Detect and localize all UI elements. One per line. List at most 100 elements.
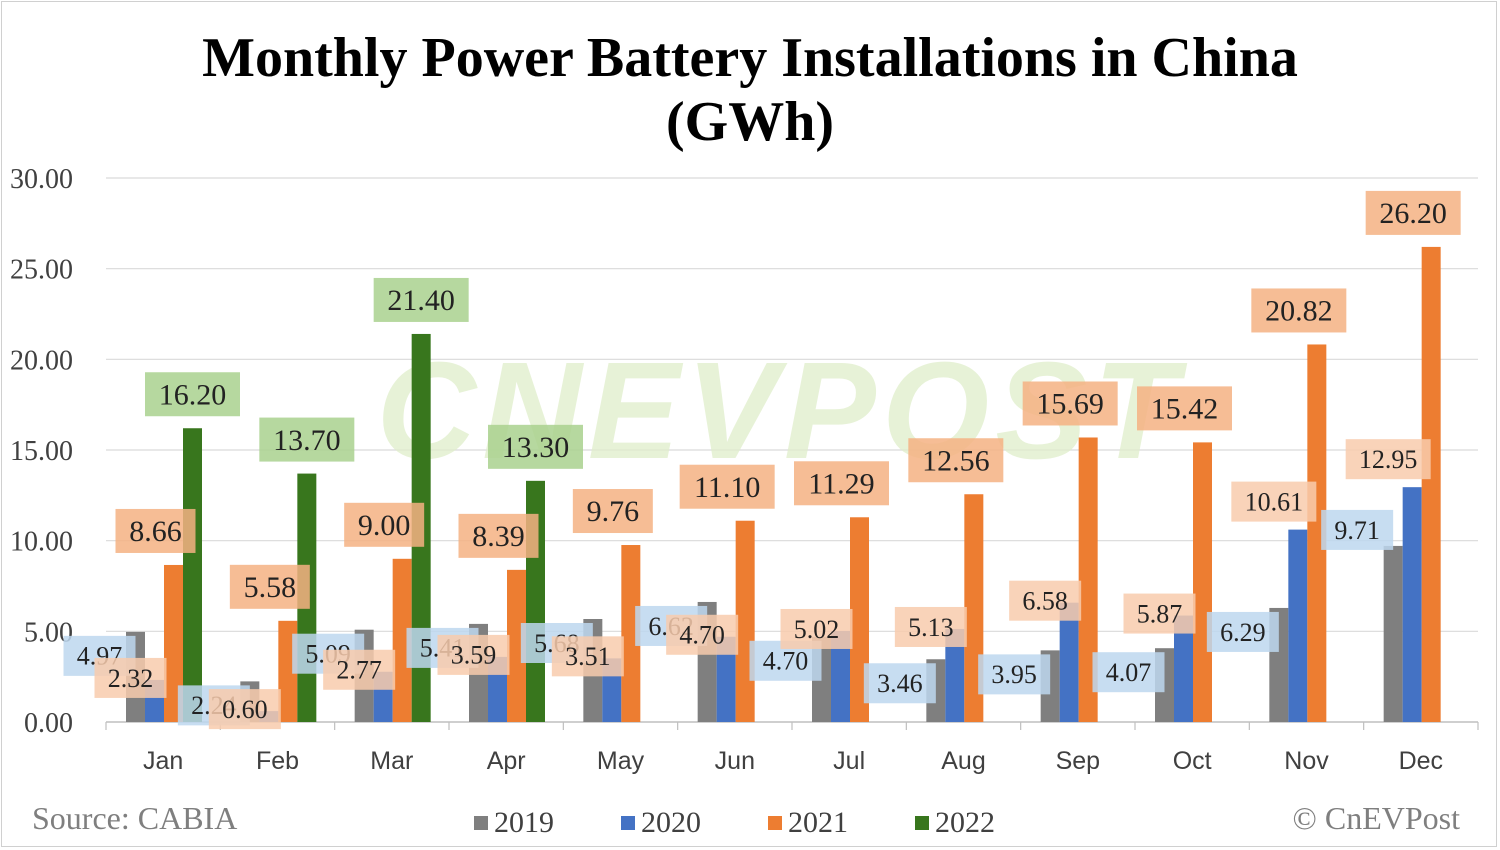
bar-2020-oct — [1174, 615, 1193, 722]
bar-2020-sep — [1059, 602, 1079, 722]
data-label-2020-jan: 2.32 — [108, 664, 154, 693]
legend-label-2021: 2021 — [788, 806, 848, 839]
data-label-box — [679, 464, 775, 509]
legend-label-2022: 2022 — [935, 806, 995, 839]
bar-2021-sep — [1078, 437, 1098, 722]
y-tick-label: 20.00 — [10, 345, 73, 376]
data-label-box — [488, 424, 583, 469]
data-label-box — [863, 663, 936, 704]
gridlines — [106, 177, 1478, 723]
data-label-box — [1137, 386, 1232, 431]
x-tick-label: Sep — [1056, 747, 1100, 775]
x-tick-label: Oct — [1173, 747, 1212, 775]
data-label-box — [94, 657, 167, 698]
data-label-box — [1092, 652, 1165, 693]
legend-swatch-2022 — [915, 816, 929, 830]
data-label-box — [259, 417, 355, 462]
chart-title-line-2: (GWh) — [666, 91, 834, 153]
bar-2021-nov — [1307, 344, 1327, 722]
bar-2022-jan — [183, 428, 202, 722]
x-tick-label: Jun — [715, 747, 755, 775]
legend-item-2019: 2019 — [474, 806, 621, 840]
bar-2021-jan — [164, 564, 183, 722]
data-label-2020-aug: 5.13 — [908, 613, 954, 642]
data-label-box — [908, 438, 1004, 483]
data-label-box — [323, 649, 396, 690]
data-label-2020-apr: 3.59 — [451, 641, 497, 670]
data-label-2021-jan: 8.66 — [129, 515, 182, 548]
legend-item-2021: 2021 — [768, 806, 915, 840]
bar-2021-oct — [1193, 442, 1212, 722]
data-label-2021-apr: 8.39 — [472, 520, 525, 553]
data-label-box — [1365, 190, 1461, 235]
data-label-box — [115, 508, 196, 553]
data-label-2020-mar: 2.77 — [336, 656, 382, 685]
credit-note: © CnEVPost — [1292, 800, 1460, 836]
bar-2020-aug — [945, 628, 965, 722]
data-label-2019-aug: 3.46 — [877, 669, 923, 698]
bar-2019-dec — [1383, 545, 1403, 722]
bar-2020-jul — [831, 630, 850, 722]
data-label-2021-feb: 5.58 — [244, 571, 297, 604]
bar-2020-nov — [1288, 529, 1308, 722]
bar-2021-apr — [507, 569, 526, 722]
data-label-box — [1251, 288, 1347, 333]
y-tick-label: 15.00 — [10, 436, 73, 467]
chart-title-line-1: Monthly Power Battery Installations in C… — [202, 27, 1298, 89]
data-label-2020-jul: 5.02 — [794, 615, 840, 644]
y-tick-label: 0.00 — [24, 708, 73, 739]
data-label-box — [780, 608, 853, 649]
data-label-2021-mar: 9.00 — [358, 509, 411, 542]
data-label-2021-may: 9.76 — [587, 495, 640, 528]
data-label-2019-dec: 9.71 — [1334, 516, 1380, 545]
data-label-2021-nov: 20.82 — [1265, 295, 1333, 328]
legend-label-2020: 2020 — [641, 806, 701, 839]
data-label-box — [1231, 481, 1317, 522]
data-label-box — [1206, 611, 1279, 652]
data-label-2019-sep: 3.95 — [991, 660, 1037, 689]
data-label-box — [794, 461, 889, 506]
data-label-2022-jan: 16.20 — [159, 378, 227, 411]
data-label-box — [666, 614, 739, 655]
x-tick-label: Jan — [143, 747, 183, 775]
bar-2021-may — [621, 545, 641, 722]
legend-item-2020: 2020 — [621, 806, 768, 840]
source-note: Source: CABIA — [32, 800, 238, 836]
data-label-box — [344, 502, 425, 547]
bar-2021-jun — [735, 520, 755, 722]
data-label-2021-dec: 26.20 — [1379, 197, 1447, 230]
data-label-2022-feb: 13.70 — [273, 424, 341, 457]
data-label-box — [1321, 509, 1394, 550]
data-label-box — [1009, 580, 1082, 621]
x-tick-label: Mar — [370, 747, 413, 775]
legend-swatch-2019 — [474, 816, 488, 830]
bar-2020-dec — [1402, 487, 1422, 722]
data-label-2020-oct: 5.87 — [1137, 599, 1183, 628]
data-label-2020-feb: 0.60 — [222, 695, 268, 724]
legend-swatch-2021 — [768, 816, 782, 830]
legend-swatch-2020 — [621, 816, 635, 830]
data-label-box — [1022, 381, 1118, 426]
legend-item-2022: 2022 — [915, 806, 1062, 840]
data-label-2019-nov: 6.29 — [1220, 618, 1266, 647]
data-label-box — [978, 654, 1051, 695]
bar-2021-dec — [1421, 246, 1441, 722]
data-label-box — [1123, 593, 1196, 634]
chart-title: Monthly Power Battery Installations in C… — [0, 26, 1500, 154]
data-label-box — [229, 564, 310, 609]
x-tick-label: Aug — [941, 747, 985, 775]
y-tick-label: 30.00 — [10, 164, 73, 195]
data-label-box — [208, 689, 281, 730]
data-label-box — [437, 634, 510, 675]
data-label-2022-mar: 21.40 — [387, 284, 455, 317]
data-label-2020-sep: 6.58 — [1022, 587, 1068, 616]
legend-label-2019: 2019 — [494, 806, 554, 839]
data-label-2019-oct: 4.07 — [1106, 658, 1152, 687]
data-label-2021-oct: 15.42 — [1151, 393, 1219, 426]
bar-2020-jun — [716, 636, 736, 722]
x-tick-label: Feb — [256, 747, 299, 775]
data-label-box — [458, 513, 539, 558]
data-label-2021-jun: 11.10 — [694, 471, 760, 504]
data-label-box — [373, 277, 469, 322]
